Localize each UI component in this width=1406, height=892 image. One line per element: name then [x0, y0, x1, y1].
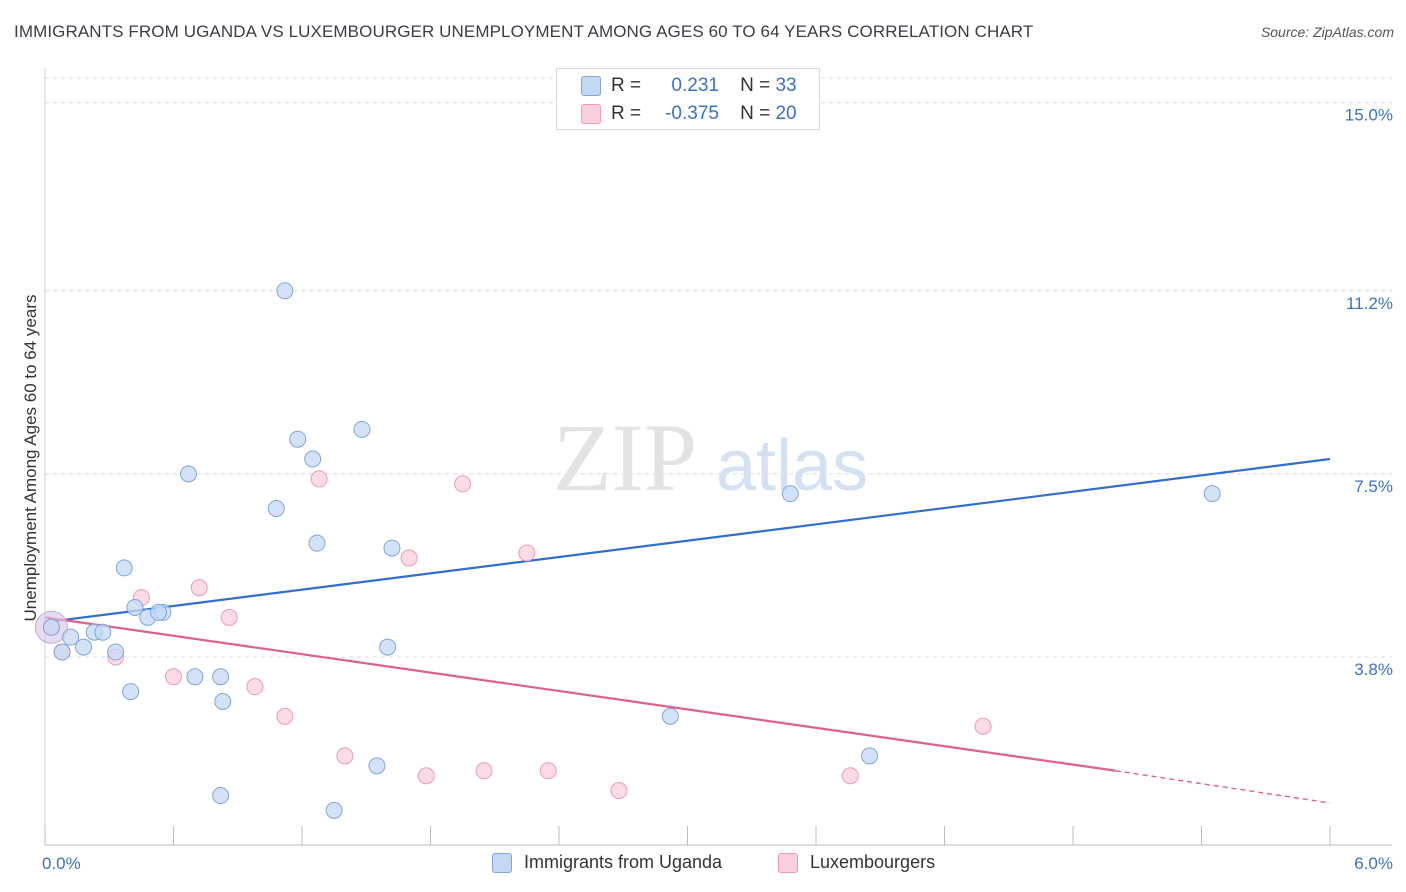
luxembourgers-point [310, 470, 328, 488]
luxembourgers-point [974, 717, 992, 735]
y-tick-label: 7.5% [1354, 477, 1393, 496]
n-label: N = [740, 103, 771, 124]
grid-layer [45, 77, 1392, 658]
uganda-point [353, 420, 371, 438]
uganda-point [276, 282, 294, 300]
uganda-swatch [581, 76, 601, 96]
uganda-point [289, 430, 307, 448]
source-label: Source: ZipAtlas.com [1260, 24, 1394, 40]
uganda-point [212, 668, 230, 686]
luxembourgers-point [246, 678, 264, 696]
legend-label-luxembourgers: Luxembourgers [810, 852, 936, 872]
uganda-point [383, 539, 401, 557]
luxembourgers-point [539, 762, 557, 780]
stats-row-luxembourgers: R = -0.375 N = 20 [557, 100, 797, 128]
uganda-point [53, 643, 71, 661]
legend-swatch-luxembourgers [778, 852, 798, 873]
uganda-point [75, 638, 93, 656]
r-value: -0.375 [665, 103, 719, 124]
uganda-point [368, 757, 386, 775]
uganda-point [1203, 485, 1221, 503]
axis-layer [44, 68, 1392, 846]
legend-label-uganda: Immigrants from Uganda [524, 852, 723, 872]
watermark: ZIP atlas [553, 404, 868, 511]
luxembourgers-point [841, 767, 859, 785]
uganda-point [379, 638, 397, 656]
y-axis-label: Unemployment Among Ages 60 to 64 years [21, 295, 40, 622]
luxembourgers-point [220, 608, 238, 626]
r-label: R = [611, 103, 642, 124]
luxembourgers-point [518, 544, 536, 562]
x-tick-label: 0.0% [42, 854, 81, 873]
uganda-point [661, 707, 679, 725]
uganda-point [115, 559, 133, 577]
luxembourgers-point [454, 475, 472, 493]
r-label: R = [611, 75, 642, 96]
n-value: 33 [775, 75, 797, 96]
trend-layer [44, 457, 1331, 804]
r-value: 0.231 [671, 75, 719, 96]
luxembourgers-point [336, 747, 354, 765]
uganda-point [308, 534, 326, 552]
uganda-point [214, 692, 232, 710]
legend-item-uganda[interactable]: Immigrants from Uganda [492, 852, 722, 873]
luxembourgers-point [165, 668, 182, 686]
uganda-point [122, 683, 140, 701]
uganda-point [325, 801, 343, 819]
uganda-point [94, 623, 112, 641]
luxembourgers-point [400, 549, 418, 567]
y-tick-label: 3.8% [1354, 660, 1393, 679]
uganda-point [781, 485, 799, 503]
uganda-point [62, 628, 80, 646]
trendline-luxembourgers [44, 616, 1116, 772]
uganda-point [150, 603, 168, 621]
luxembourgers-swatch [581, 104, 601, 124]
n-value: 20 [775, 103, 797, 124]
x-tick-label: 6.0% [1354, 854, 1393, 873]
legend-item-luxembourgers[interactable]: Luxembourgers [778, 852, 935, 873]
uganda-point [179, 465, 197, 483]
uganda-point [267, 500, 285, 518]
y-tick-label: 11.2% [1346, 294, 1393, 313]
legend-swatch-uganda [492, 852, 512, 873]
uganda-point [861, 747, 879, 765]
watermark-zip: ZIP [553, 404, 697, 511]
uganda-point [107, 643, 125, 661]
uganda-point [212, 787, 230, 805]
chart-title: IMMIGRANTS FROM UGANDA VS LUXEMBOURGER U… [14, 22, 1034, 41]
label-layer: 3.8% 7.5% 11.2% 15.0% 0.0% 6.0% Unemployment A… [21, 106, 1393, 873]
y-tick-label: 15.0% [1345, 106, 1393, 125]
bottom-legend: Immigrants from Uganda Luxembourgers [0, 852, 1406, 878]
uganda-point [42, 618, 60, 636]
trendline-uganda [44, 457, 1331, 624]
luxembourgers-point [417, 767, 435, 785]
stats-legend: R = 0.231 N = 33 R = -0.375 N = 20 [556, 68, 820, 130]
luxembourgers-point [276, 707, 294, 725]
luxembourgers-point [475, 762, 493, 780]
uganda-point [126, 598, 144, 616]
uganda-point [304, 450, 322, 468]
trendline-luxembourgers-extension [1115, 770, 1331, 804]
uganda-point [186, 668, 204, 686]
stats-row-uganda: R = 0.231 N = 33 [557, 72, 797, 100]
luxembourgers-point [610, 782, 628, 800]
n-label: N = [740, 75, 771, 96]
luxembourgers-point [190, 579, 208, 597]
